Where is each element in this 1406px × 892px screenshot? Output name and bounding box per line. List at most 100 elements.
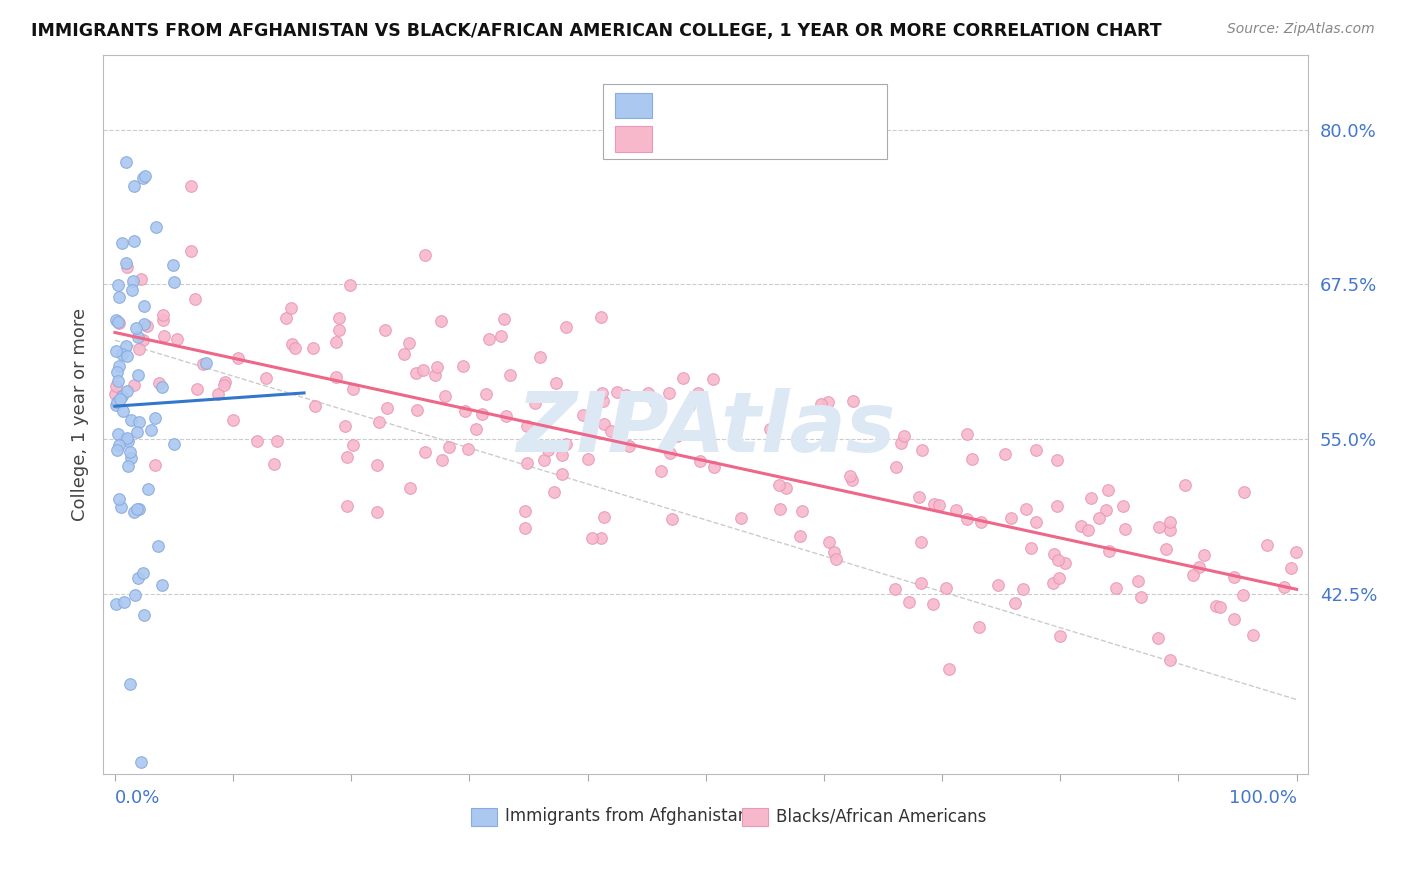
FancyBboxPatch shape [616, 93, 651, 119]
Point [928, 498, 950, 512]
Point [280, 336, 302, 351]
Point [128, 415, 150, 429]
Point [956, 512, 979, 526]
Point [921, 597, 943, 611]
Point [1241, 628, 1264, 642]
Point [105, 395, 128, 409]
Point [375, 401, 398, 415]
Point [516, 419, 538, 434]
Point [823, 545, 845, 559]
Text: Blacks/African Americans: Blacks/African Americans [776, 807, 986, 825]
Point [150, 578, 173, 592]
Point [222, 413, 245, 427]
Point [163, 276, 186, 290]
Point [592, 394, 614, 409]
Point [110, 500, 132, 515]
Point [970, 515, 993, 529]
Point [114, 432, 136, 446]
Point [1272, 580, 1295, 594]
Point [884, 459, 907, 474]
Point [162, 258, 184, 272]
Point [572, 409, 595, 423]
Point [464, 422, 486, 436]
Point [115, 431, 138, 445]
Point [336, 500, 359, 514]
Point [117, 458, 139, 473]
Point [1159, 653, 1181, 667]
Point [1285, 545, 1308, 559]
Text: ZIPAtlas: ZIPAtlas [516, 388, 896, 469]
Point [494, 312, 516, 326]
Point [342, 382, 364, 396]
Point [890, 436, 912, 450]
Point [128, 342, 150, 356]
Point [1042, 576, 1064, 591]
Point [453, 359, 475, 373]
Point [366, 505, 388, 519]
Point [1095, 503, 1118, 517]
Point [152, 313, 174, 327]
Text: IMMIGRANTS FROM AFGHANISTAN VS BLACK/AFRICAN AMERICAN COLLEGE, 1 YEAR OR MORE CO: IMMIGRANTS FROM AFGHANISTAN VS BLACK/AFR… [31, 22, 1161, 40]
Point [1046, 499, 1069, 513]
Point [115, 260, 138, 275]
Point [555, 319, 578, 334]
Text: R = -0.164   N =   67: R = -0.164 N = 67 [661, 95, 866, 114]
Point [115, 256, 138, 270]
Point [768, 478, 790, 492]
Point [368, 416, 391, 430]
Point [650, 464, 672, 478]
Point [121, 283, 143, 297]
Point [191, 357, 214, 371]
Point [117, 434, 139, 449]
FancyBboxPatch shape [742, 808, 769, 826]
Point [129, 271, 152, 285]
Point [841, 473, 863, 487]
Point [134, 608, 156, 623]
Point [145, 220, 167, 235]
Point [107, 315, 129, 329]
Point [1232, 588, 1254, 602]
Point [817, 534, 839, 549]
Point [524, 395, 547, 409]
Point [194, 356, 217, 370]
Point [105, 312, 128, 326]
Point [1025, 515, 1047, 529]
Point [614, 388, 637, 402]
Point [112, 595, 135, 609]
Point [405, 366, 427, 380]
Point [1114, 522, 1136, 536]
Point [644, 395, 666, 409]
Point [516, 456, 538, 470]
Point [246, 434, 269, 449]
Point [554, 437, 576, 451]
Point [366, 458, 388, 472]
Point [790, 504, 813, 518]
Point [107, 278, 129, 293]
Point [122, 274, 145, 288]
Point [127, 502, 149, 516]
Point [1011, 582, 1033, 597]
Point [392, 347, 415, 361]
Point [125, 425, 148, 439]
Point [374, 323, 396, 337]
Text: 0.0%: 0.0% [115, 789, 160, 807]
Point [1147, 631, 1170, 645]
Point [491, 329, 513, 343]
Point [254, 370, 277, 384]
Point [1025, 442, 1047, 457]
Point [908, 490, 931, 504]
Point [1004, 596, 1026, 610]
Point [637, 386, 659, 401]
Point [665, 429, 688, 443]
Point [131, 171, 153, 186]
Point [425, 368, 447, 383]
Point [134, 317, 156, 331]
Point [769, 502, 792, 516]
Point [1174, 478, 1197, 492]
Point [146, 539, 169, 553]
Point [433, 389, 456, 403]
Point [1097, 483, 1119, 497]
Point [128, 502, 150, 516]
Point [108, 359, 131, 373]
Point [591, 386, 613, 401]
